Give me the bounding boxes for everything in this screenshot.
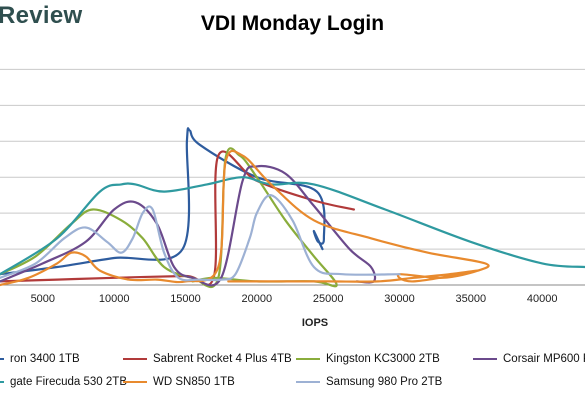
series-layer: [0, 127, 585, 289]
legend-label: WD SN850 1TB: [153, 376, 235, 388]
x-tick-label: 35000: [456, 293, 487, 305]
x-tick-label: 40000: [527, 293, 558, 305]
legend-label: Sabrent Rocket 4 Plus 4TB: [153, 353, 292, 365]
x-tick-labels: 5000 10000 15000 20000 25000 30000 35000 40000: [31, 293, 558, 305]
legend-swatch: [123, 358, 147, 360]
series-line-6: [0, 194, 401, 282]
legend: ron 3400 1TB Sabrent Rocket 4 Plus 4TB Kin…: [0, 348, 585, 401]
x-tick-label: 15000: [170, 293, 201, 305]
legend-swatch: [473, 358, 497, 360]
x-axis-title: IOPS: [302, 317, 328, 329]
legend-label: gate Firecuda 530 2TB: [10, 376, 127, 388]
series-line-0: [0, 127, 326, 276]
legend-item: Kingston KC3000 2TB: [296, 351, 440, 367]
legend-swatch: [296, 358, 320, 360]
legend-label: Kingston KC3000 2TB: [326, 353, 440, 365]
legend-label: Corsair MP600 P: [503, 353, 585, 365]
legend-label: ron 3400 1TB: [10, 353, 80, 365]
series-line-4: [0, 176, 585, 276]
legend-item: WD SN850 1TB: [123, 374, 235, 390]
legend-item: Samsung 980 Pro 2TB: [296, 374, 442, 390]
x-tick-label: 10000: [99, 293, 130, 305]
legend-item: Sabrent Rocket 4 Plus 4TB: [123, 351, 292, 367]
legend-item: gate Firecuda 530 2TB: [0, 374, 127, 390]
legend-swatch: [123, 381, 147, 383]
x-tick-label: 20000: [242, 293, 273, 305]
series-line-5: [0, 149, 490, 287]
series-line-3: [0, 164, 377, 287]
x-tick-label: 30000: [384, 293, 415, 305]
legend-swatch: [0, 358, 4, 360]
legend-item: ron 3400 1TB: [0, 351, 80, 367]
legend-swatch: [296, 381, 320, 383]
gridlines: [0, 68, 585, 286]
series-line-1: [0, 150, 355, 286]
legend-swatch: [0, 381, 4, 383]
chart-title: VDI Monday Login: [200, 12, 385, 35]
x-tick-label: 5000: [31, 293, 55, 305]
x-tick-label: 25000: [313, 293, 344, 305]
legend-label: Samsung 980 Pro 2TB: [326, 376, 443, 388]
logo: Review: [0, 2, 83, 29]
legend-item: Corsair MP600 P: [473, 351, 585, 367]
